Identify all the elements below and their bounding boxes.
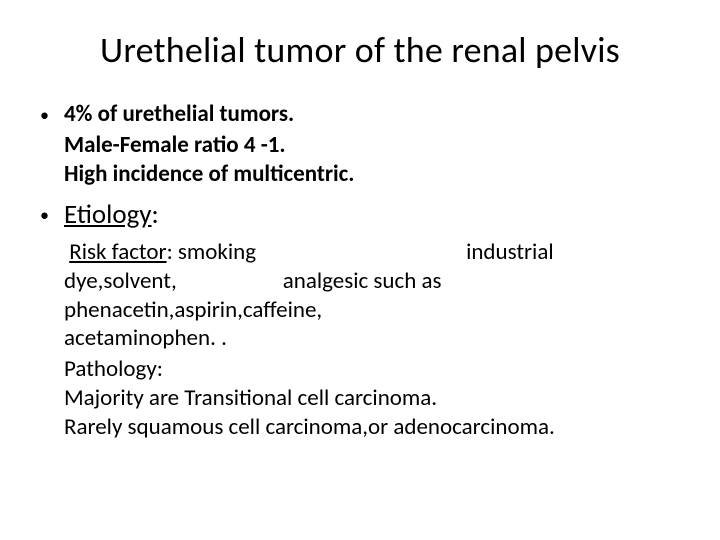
- risk-industrial: industrial: [466, 238, 554, 266]
- bullet-glyph: •: [36, 198, 64, 227]
- risk-analgesic: analgesic such as: [283, 267, 442, 295]
- risk-line-1: Risk factor: smoking industrial: [64, 238, 684, 267]
- slide-content: • 4% of urethelial tumors. Male-Female r…: [36, 100, 684, 441]
- bullet-item-1: • 4% of urethelial tumors.: [36, 100, 684, 129]
- pathology-line-1: Majority are Transitional cell carcinoma…: [64, 384, 684, 413]
- bullet-text-1-line3: High incidence of multicentric.: [64, 160, 684, 189]
- risk-dye: dye,solvent,: [64, 267, 177, 295]
- risk-factor-block: Risk factor: smoking industrial dye,solve…: [64, 238, 684, 441]
- bullet-text-1-line2: Male-Female ratio 4 -1.: [64, 131, 684, 160]
- etiology-label: Etiology: [64, 198, 152, 231]
- etiology-colon: :: [152, 198, 159, 231]
- risk-factor-label: Risk factor: [69, 238, 166, 266]
- risk-smoking: : smoking: [167, 238, 257, 266]
- slide-title: Urethelial tumor of the renal pelvis: [36, 28, 684, 72]
- bullet-item-etiology: • Etiology:: [36, 198, 684, 232]
- bullet-text-1: 4% of urethelial tumors.: [64, 100, 684, 129]
- bullet-glyph: •: [36, 100, 64, 127]
- pathology-label: Pathology:: [64, 355, 684, 384]
- risk-line-2: dye,solvent, analgesic such as: [64, 267, 684, 296]
- pathology-line-2: Rarely squamous cell carcinoma,or adenoc…: [64, 413, 684, 442]
- risk-line-4: acetaminophen. .: [64, 324, 684, 353]
- risk-line-3: phenacetin,aspirin,caffeine,: [64, 296, 684, 325]
- etiology-heading: Etiology:: [64, 198, 159, 232]
